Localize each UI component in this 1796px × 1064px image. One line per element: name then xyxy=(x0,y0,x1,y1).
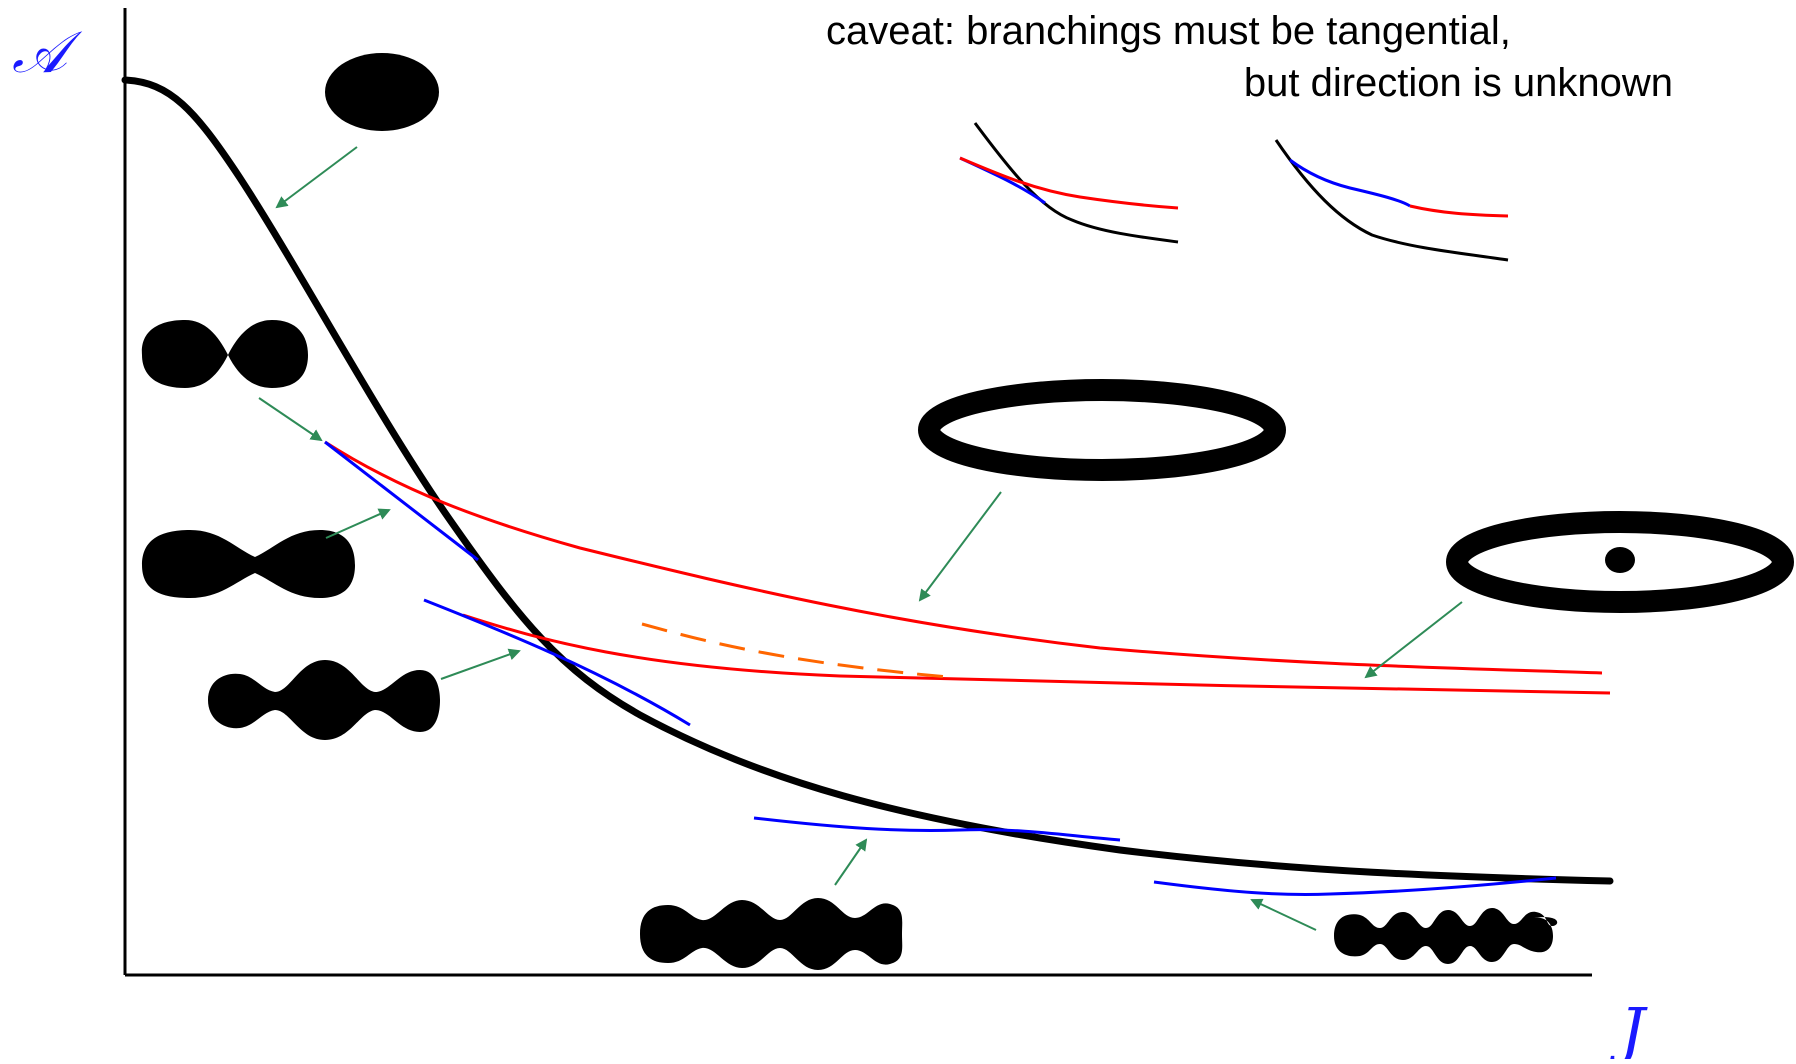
torus-ring-shape xyxy=(918,379,1286,481)
blue-branch-2 xyxy=(423,598,691,727)
arrow-many-lobe xyxy=(1250,898,1317,931)
many-lobe-droplet-shape xyxy=(1334,908,1558,964)
arrow-torus xyxy=(918,491,1002,602)
arrow-two-lobe xyxy=(258,397,323,442)
three-lobe-droplet-shape xyxy=(208,660,440,740)
peanut-droplet-shape xyxy=(142,530,355,598)
caveat-line-2: but direction is unknown xyxy=(1244,61,1673,105)
blue-branch-4 xyxy=(1153,876,1557,896)
y-axis-label: 𝒜 xyxy=(12,18,83,86)
two-lobe-droplet-shape xyxy=(141,320,308,388)
main-branch-curve xyxy=(121,76,1614,885)
red-branch-lower xyxy=(462,613,1611,695)
arrow-peanut xyxy=(325,508,391,539)
arrow-torus-with-drop xyxy=(1364,601,1463,679)
blue-branch-3 xyxy=(753,816,1121,842)
branching-inset-1 xyxy=(959,122,1179,244)
branching-inset-2 xyxy=(1274,139,1509,262)
arrow-multi-lobe xyxy=(834,838,868,886)
arrow-three-lobe xyxy=(440,648,521,680)
round-droplet-shape xyxy=(325,53,439,131)
blue-branch-1 xyxy=(324,440,479,562)
x-axis-label: J xyxy=(1609,994,1648,1059)
multi-lobe-droplet-shape xyxy=(640,898,903,970)
arrow-round-droplet xyxy=(275,146,358,209)
red-branch-upper xyxy=(324,440,1603,675)
caveat-line-1: caveat: branchings must be tangential, xyxy=(826,9,1511,53)
orange-dashed-branch xyxy=(641,622,949,679)
torus-with-drop-shape xyxy=(1446,511,1794,613)
